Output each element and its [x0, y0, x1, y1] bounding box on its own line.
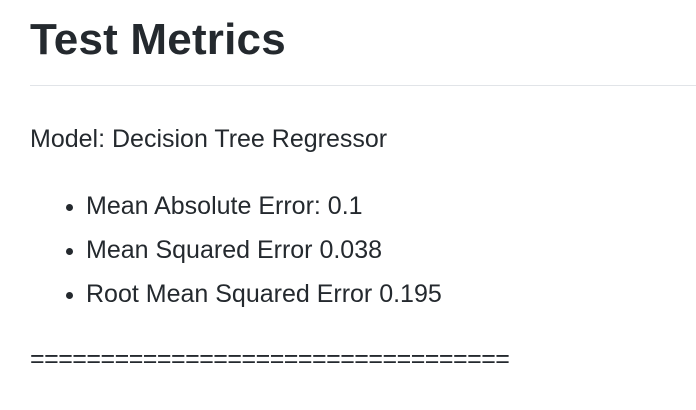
- document: Test Metrics Model: Decision Tree Regres…: [30, 0, 696, 374]
- metric-root-mean-squared-error: Root Mean Squared Error 0.195: [86, 272, 696, 316]
- separator-line: ==================================: [30, 345, 510, 373]
- title-divider: [30, 85, 696, 86]
- metric-mean-absolute-error: Mean Absolute Error: 0.1: [86, 184, 696, 228]
- model-label: Model: Decision Tree Regressor: [30, 125, 388, 153]
- metric-mean-squared-error: Mean Squared Error 0.038: [86, 228, 696, 272]
- page-title: Test Metrics: [30, 15, 286, 64]
- metrics-list: Mean Absolute Error: 0.1 Mean Squared Er…: [30, 184, 696, 316]
